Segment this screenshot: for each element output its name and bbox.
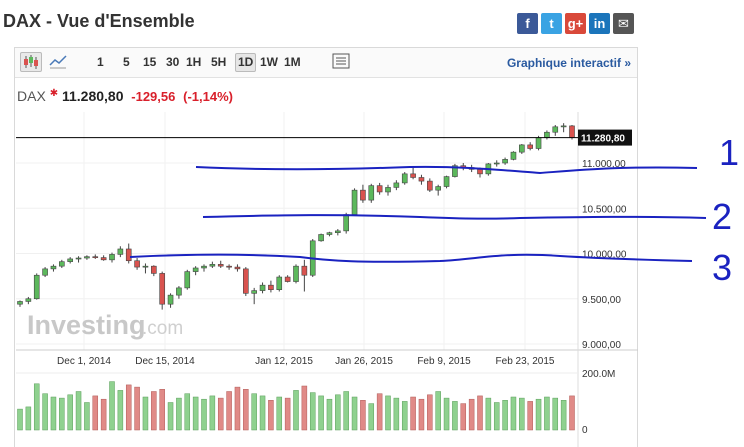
chart-panel: 1 5 15 30 1H 5H 1D 1W 1M Graphique interactif » … [14, 47, 638, 447]
live-indicator-icon: ✱ [49, 88, 59, 99]
range-5h[interactable]: 5H [211, 55, 227, 69]
share-bar: f t g+ in ✉ [517, 13, 634, 35]
quote-symbol: DAX [17, 88, 46, 104]
facebook-icon[interactable]: f [517, 13, 538, 34]
quote-change: -129,56 [131, 89, 176, 104]
quote-line: DAX ✱ 11.280,80 -129,56 (-1,14%) [17, 88, 233, 104]
range-1d[interactable]: 1D [235, 53, 257, 72]
settings-panel-icon[interactable] [331, 52, 353, 72]
range-1w[interactable]: 1W [260, 55, 278, 69]
range-5[interactable]: 5 [123, 55, 130, 69]
annotation-label: 2 [712, 196, 732, 237]
line-chart-icon[interactable] [48, 52, 70, 72]
annotation-label: 1 [719, 132, 739, 173]
linkedin-icon[interactable]: in [589, 13, 610, 34]
quote-last: 11.280,80 [61, 88, 124, 104]
candlestick-chart-icon[interactable] [20, 52, 42, 72]
range-1h[interactable]: 1H [186, 55, 202, 69]
range-1[interactable]: 1 [97, 55, 104, 69]
quote-change-pct: (-1,14%) [183, 89, 233, 104]
range-30[interactable]: 30 [166, 55, 180, 69]
googleplus-icon[interactable]: g+ [565, 13, 586, 34]
range-15[interactable]: 15 [143, 55, 157, 69]
email-icon[interactable]: ✉ [613, 13, 634, 34]
twitter-icon[interactable]: t [541, 13, 562, 34]
annotation-label: 3 [712, 247, 732, 288]
chart-toolbar: 1 5 15 30 1H 5H 1D 1W 1M Graphique interactif » [15, 48, 637, 78]
interactive-chart-link[interactable]: Graphique interactif » [506, 56, 631, 70]
page-title: DAX - Vue d'Ensemble [3, 11, 195, 31]
range-1m[interactable]: 1M [284, 55, 301, 69]
